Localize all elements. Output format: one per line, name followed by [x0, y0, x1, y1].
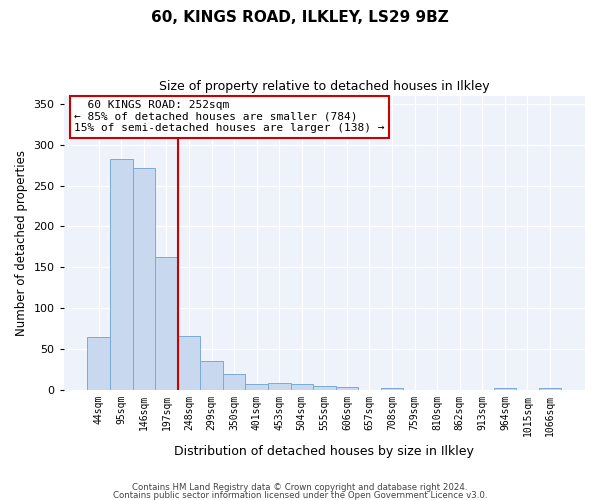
Bar	[335, 387, 358, 390]
Bar	[110, 158, 133, 390]
Text: 60 KINGS ROAD: 252sqm  
← 85% of detached houses are smaller (784)
15% of semi-d: 60 KINGS ROAD: 252sqm ← 85% of detached …	[74, 100, 385, 133]
Bar	[268, 383, 290, 390]
Bar	[539, 388, 562, 390]
Bar	[200, 360, 223, 390]
X-axis label: Distribution of detached houses by size in Ilkley: Distribution of detached houses by size …	[175, 444, 474, 458]
Bar	[494, 388, 516, 390]
Y-axis label: Number of detached properties: Number of detached properties	[15, 150, 28, 336]
Bar	[245, 384, 268, 390]
Bar	[88, 337, 110, 390]
Bar	[133, 168, 155, 390]
Bar	[313, 386, 335, 390]
Bar	[290, 384, 313, 390]
Bar	[178, 336, 200, 390]
Text: 60, KINGS ROAD, ILKLEY, LS29 9BZ: 60, KINGS ROAD, ILKLEY, LS29 9BZ	[151, 10, 449, 25]
Bar	[381, 388, 403, 390]
Title: Size of property relative to detached houses in Ilkley: Size of property relative to detached ho…	[159, 80, 490, 93]
Text: Contains public sector information licensed under the Open Government Licence v3: Contains public sector information licen…	[113, 491, 487, 500]
Bar	[223, 374, 245, 390]
Bar	[155, 257, 178, 390]
Text: Contains HM Land Registry data © Crown copyright and database right 2024.: Contains HM Land Registry data © Crown c…	[132, 484, 468, 492]
